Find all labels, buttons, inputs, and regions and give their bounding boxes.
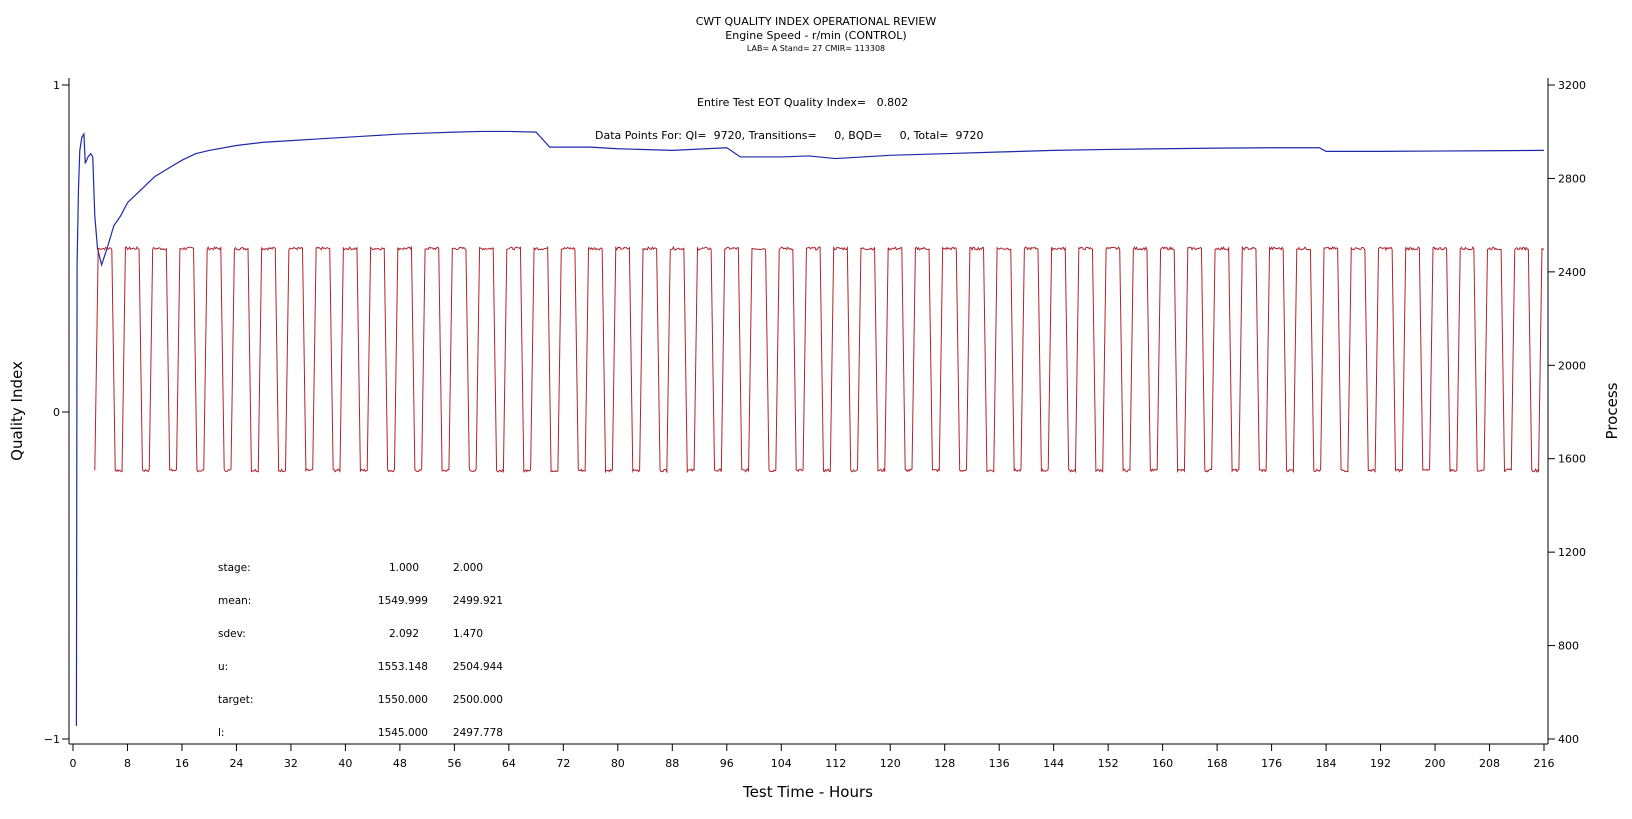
x-tick-label-160: 160 [1152, 757, 1173, 770]
y-right-tick-label-3200: 3200 [1558, 79, 1586, 92]
stat-label-sdev: sdev: [218, 628, 246, 640]
series-layer [75, 130, 1545, 726]
x-tick-label-200: 200 [1425, 757, 1446, 770]
x-tick-label-0: 0 [70, 757, 77, 770]
x-tick-label-168: 168 [1207, 757, 1228, 770]
y-left-tick-label-1: 1 [53, 79, 60, 92]
y-right-tick-label-1200: 1200 [1558, 546, 1586, 559]
y-axis-right: 400 800 1200 1600 2000 2400 2800 3200 [1548, 79, 1586, 746]
stat-stage2-stage: 2.000 [453, 562, 483, 574]
x-tick-label-152: 152 [1098, 757, 1119, 770]
x-tick-label-32: 32 [284, 757, 298, 770]
x-axis: 0 8 16 24 32 40 48 56 64 72 80 88 96 104 112 120 128 136 1… [70, 744, 1555, 770]
stat-label-l: l: [218, 727, 224, 739]
x-tick-label-88: 88 [665, 757, 679, 770]
x-tick-label-24: 24 [229, 757, 243, 770]
y-right-tick-label-2800: 2800 [1558, 172, 1586, 185]
chart-subtitle: Engine Speed - r/min (CONTROL) [725, 29, 906, 42]
x-tick-label-208: 208 [1479, 757, 1500, 770]
chart-subtitle-2: LAB= A Stand= 27 CMIR= 113308 [747, 44, 885, 53]
stat-stage1-sdev: 2.092 [389, 628, 419, 640]
x-axis-label: Test Time - Hours [742, 783, 873, 801]
x-tick-label-192: 192 [1370, 757, 1391, 770]
x-tick-label-16: 16 [175, 757, 189, 770]
stat-stage1-l: 1545.000 [378, 727, 428, 739]
x-tick-label-56: 56 [447, 757, 461, 770]
stats-table: stage: mean: sdev: u: target: l: 1.000 1… [218, 562, 503, 739]
series-process [94, 245, 1545, 474]
x-tick-label-8: 8 [124, 757, 131, 770]
y-left-tick-label--1: −1 [44, 733, 60, 746]
stat-stage1-u: 1553.148 [378, 661, 428, 673]
stat-stage1-target: 1550.000 [378, 694, 428, 706]
plot-area [68, 78, 1549, 745]
quality-index-annotation: Entire Test EOT Quality Index= 0.802 [697, 96, 908, 109]
y-right-tick-label-1600: 1600 [1558, 453, 1586, 466]
x-tick-label-216: 216 [1534, 757, 1555, 770]
x-tick-label-48: 48 [393, 757, 407, 770]
y-left-tick-label-0: 0 [53, 406, 60, 419]
stat-stage2-u: 2504.944 [453, 661, 503, 673]
stat-stage2-mean: 2499.921 [453, 595, 503, 607]
x-tick-label-144: 144 [1043, 757, 1064, 770]
x-tick-label-80: 80 [611, 757, 625, 770]
y-axis-right-label: Process [1603, 382, 1621, 439]
x-tick-label-176: 176 [1261, 757, 1282, 770]
stat-stage1-stage: 1.000 [389, 562, 419, 574]
x-tick-label-96: 96 [720, 757, 734, 770]
stat-label-u: u: [218, 661, 228, 673]
stat-label-stage: stage: [218, 562, 251, 574]
series-quality-index [75, 130, 1545, 726]
x-tick-label-104: 104 [771, 757, 792, 770]
data-points-annotation: Data Points For: QI= 9720, Transitions= … [595, 129, 983, 142]
x-tick-label-184: 184 [1316, 757, 1337, 770]
x-tick-label-136: 136 [989, 757, 1010, 770]
y-axis-left: −1 0 1 [44, 79, 69, 746]
stat-stage2-sdev: 1.470 [453, 628, 483, 640]
stat-label-mean: mean: [218, 595, 251, 607]
x-tick-label-120: 120 [880, 757, 901, 770]
chart-title: CWT QUALITY INDEX OPERATIONAL REVIEW [696, 15, 937, 28]
x-tick-label-64: 64 [502, 757, 516, 770]
y-right-tick-label-800: 800 [1558, 640, 1579, 653]
stat-stage2-target: 2500.000 [453, 694, 503, 706]
y-right-tick-label-400: 400 [1558, 733, 1579, 746]
stat-stage2-l: 2497.778 [453, 727, 503, 739]
x-tick-label-112: 112 [825, 757, 846, 770]
stat-stage1-mean: 1549.999 [378, 595, 428, 607]
x-tick-label-40: 40 [338, 757, 352, 770]
y-right-tick-label-2400: 2400 [1558, 266, 1586, 279]
stat-label-target: target: [218, 694, 253, 706]
y-right-tick-label-2000: 2000 [1558, 359, 1586, 372]
x-tick-label-72: 72 [556, 757, 570, 770]
y-axis-left-label: Quality Index [8, 361, 26, 461]
x-tick-label-128: 128 [934, 757, 955, 770]
